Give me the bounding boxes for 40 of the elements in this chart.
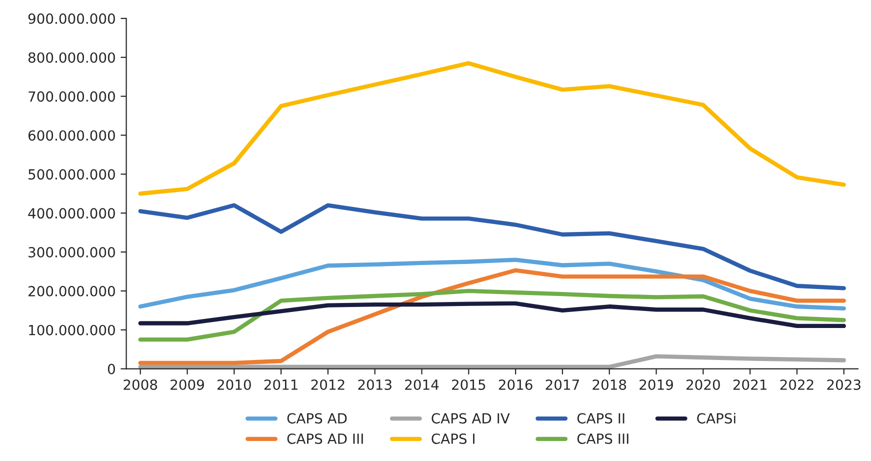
legend-label: CAPSi bbox=[697, 412, 736, 424]
x-tick-label: 2012 bbox=[311, 379, 344, 390]
line-series bbox=[138, 61, 846, 196]
x-tick-label: 2009 bbox=[170, 379, 204, 390]
y-tick-label: 200.000.000 bbox=[28, 286, 115, 296]
line-series bbox=[138, 258, 846, 311]
x-tick-label: 2011 bbox=[264, 379, 298, 390]
legend-label: CAPS I bbox=[432, 433, 474, 444]
legend-label: CAPS AD bbox=[287, 413, 347, 424]
y-tick-label: 600.000.000 bbox=[28, 130, 115, 141]
y-tick-label: 400.000.000 bbox=[28, 208, 115, 219]
y-tick-label: 500.000.000 bbox=[28, 169, 115, 180]
y-tick-label: 0 bbox=[108, 364, 115, 374]
x-tick-label: 2017 bbox=[546, 379, 579, 390]
x-tick-label: 2008 bbox=[124, 379, 158, 390]
y-tick-label: 800.000.000 bbox=[28, 52, 115, 63]
line-series bbox=[138, 203, 846, 290]
y-tick-label: 900.000.000 bbox=[28, 13, 115, 24]
y-tick-label: 700.000.000 bbox=[28, 91, 115, 102]
legend-label: CAPS AD III bbox=[287, 433, 363, 444]
line-series bbox=[138, 288, 846, 342]
x-tick-label: 2015 bbox=[452, 379, 486, 390]
x-tick-label: 2022 bbox=[780, 379, 814, 390]
line-series bbox=[138, 268, 846, 366]
x-tick-label: 2013 bbox=[358, 379, 392, 390]
y-tick-label: 300.000.000 bbox=[28, 246, 115, 258]
x-tick-label: 2016 bbox=[498, 379, 532, 390]
x-tick-label: 2021 bbox=[733, 379, 766, 390]
line-series bbox=[138, 354, 846, 369]
line-series bbox=[138, 301, 846, 328]
x-tick-label: 2020 bbox=[686, 379, 720, 390]
x-tick-label: 2014 bbox=[405, 379, 439, 390]
x-tick-label: 2018 bbox=[592, 379, 626, 390]
legend-label: CAPS II bbox=[577, 413, 624, 424]
x-tick-label: 2010 bbox=[218, 379, 251, 390]
y-tick-label: 100.000.000 bbox=[29, 324, 115, 336]
legend-label: CAPS III bbox=[577, 433, 628, 444]
legend-label: CAPS AD IV bbox=[432, 413, 510, 424]
x-tick-label: 2019 bbox=[640, 379, 673, 390]
x-tick-label: 2023 bbox=[827, 379, 860, 390]
